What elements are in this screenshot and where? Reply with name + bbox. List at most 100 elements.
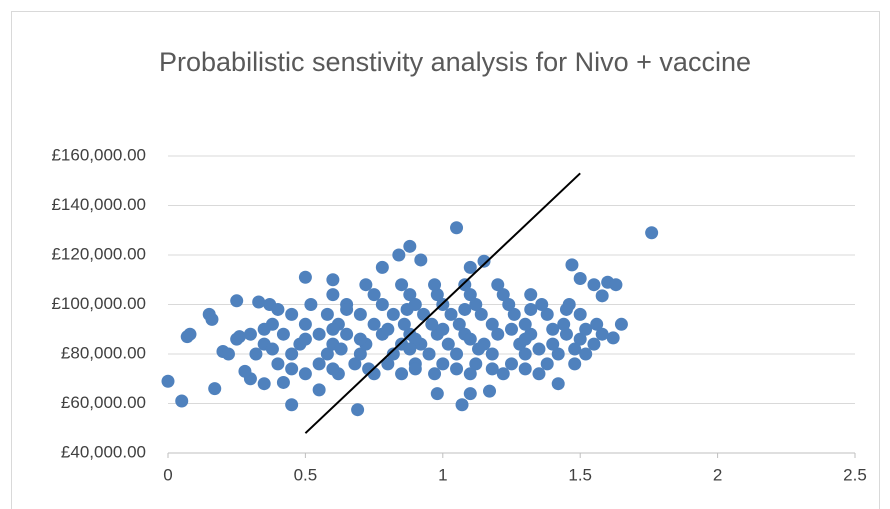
point (452, 317, 466, 331)
point (230, 294, 244, 308)
point (430, 387, 444, 401)
point (408, 332, 422, 346)
point (367, 317, 381, 331)
point (463, 332, 477, 346)
point (458, 302, 472, 316)
x-tick-label: 2 (713, 465, 722, 484)
reference-line (304, 172, 581, 434)
point (422, 347, 436, 361)
point (276, 375, 290, 389)
point (485, 347, 499, 361)
point (436, 357, 450, 371)
point (496, 288, 510, 302)
point (450, 221, 464, 235)
x-tick-label: 0.5 (294, 465, 318, 484)
y-tick-label: £40,000.00 (61, 442, 146, 461)
point (238, 364, 252, 378)
x-tick-label: 0 (163, 465, 172, 484)
point (375, 298, 389, 311)
chart-title: Probabilistic senstivity analysis for Ni… (159, 47, 751, 77)
point (395, 278, 409, 292)
point (395, 367, 409, 381)
point (221, 347, 235, 361)
point (257, 377, 271, 391)
y-tick-label: £160,000.00 (51, 145, 146, 164)
chart-border (11, 11, 880, 509)
point (276, 327, 290, 341)
point (326, 273, 340, 287)
point (450, 347, 464, 361)
point (375, 260, 389, 274)
point (285, 398, 299, 412)
point (312, 327, 326, 341)
point (340, 327, 354, 341)
point (573, 307, 587, 321)
point (386, 307, 400, 321)
point (587, 278, 601, 292)
point (441, 337, 455, 351)
point (463, 387, 477, 401)
point (524, 288, 538, 302)
point (505, 322, 518, 336)
point (430, 288, 444, 302)
point (540, 307, 554, 321)
point (483, 384, 497, 398)
point (502, 298, 516, 311)
point (326, 322, 340, 336)
y-tick-label: £140,000.00 (51, 195, 146, 214)
point (477, 254, 491, 268)
point (417, 307, 431, 321)
point (573, 332, 587, 346)
point (397, 317, 411, 331)
point (579, 347, 593, 361)
point (403, 288, 417, 302)
point (257, 322, 271, 336)
point (505, 357, 518, 371)
point (485, 362, 499, 376)
x-tick-label: 1 (438, 465, 447, 484)
point (551, 377, 565, 391)
point (285, 307, 299, 321)
point (546, 322, 560, 336)
point (183, 327, 197, 341)
point (271, 302, 285, 316)
point (546, 337, 560, 351)
point (367, 288, 381, 302)
point (298, 317, 312, 331)
point (485, 317, 499, 331)
point (205, 312, 219, 326)
point (351, 403, 365, 417)
point (175, 394, 189, 408)
point (403, 342, 417, 356)
point (436, 322, 450, 336)
point (518, 362, 532, 376)
point (469, 357, 483, 371)
point (392, 248, 406, 262)
point (559, 327, 573, 341)
point (579, 322, 593, 336)
point (551, 347, 565, 361)
point (472, 342, 486, 356)
point (428, 278, 442, 292)
point (524, 302, 538, 316)
point (298, 367, 312, 381)
point (463, 260, 477, 274)
point (249, 347, 263, 361)
point (532, 367, 546, 381)
point (535, 298, 549, 311)
point (340, 302, 354, 316)
y-tick-label: £120,000.00 (51, 244, 146, 263)
point (450, 362, 464, 376)
point (455, 398, 469, 412)
point (265, 342, 279, 356)
point (408, 362, 422, 376)
point (609, 278, 623, 292)
point (414, 253, 428, 267)
point (606, 331, 620, 345)
point (444, 307, 458, 321)
point (334, 342, 348, 356)
point (645, 226, 659, 240)
point (381, 322, 395, 336)
point (381, 357, 395, 371)
